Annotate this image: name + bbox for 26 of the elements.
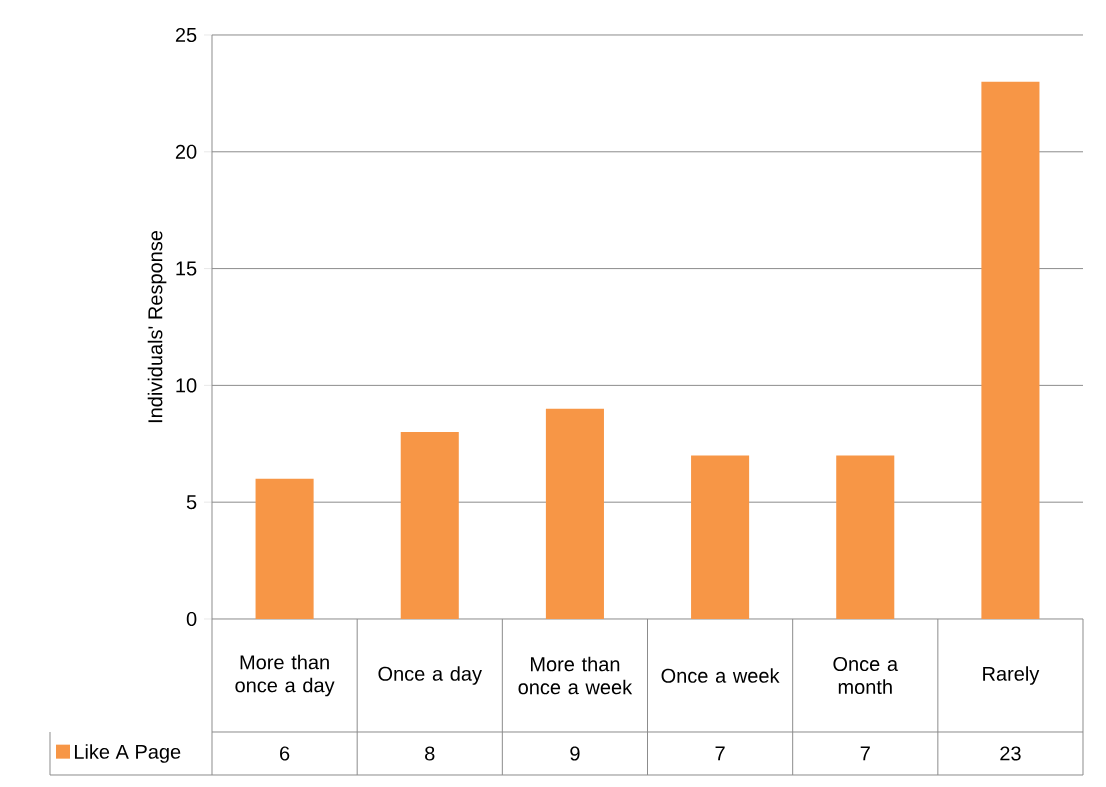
data-label: 23	[1000, 746, 1021, 761]
data-label: 7	[715, 746, 725, 761]
y-tick-label: 0	[186, 611, 197, 627]
y-tick-label: 5	[186, 495, 197, 510]
data-label: 8	[425, 746, 435, 761]
bar	[836, 455, 895, 619]
data-label: 6	[280, 746, 290, 761]
bar	[981, 81, 1040, 619]
data-label: 9	[570, 746, 580, 761]
y-tick-label: 20	[175, 144, 197, 159]
x-tick-label: Once a week	[661, 668, 780, 683]
y-tick-label: 25	[175, 27, 197, 43]
data-label: 7	[860, 746, 870, 761]
y-axis-title: Individuals' Response	[147, 230, 167, 423]
x-tick-label: More than once a day	[235, 654, 335, 697]
y-tick-label: 15	[176, 261, 197, 276]
legend-label: Like A Page	[74, 744, 181, 763]
bar	[400, 432, 459, 619]
x-tick-label: Once a day	[378, 666, 482, 685]
x-tick-label: Once a month	[833, 656, 899, 695]
bar	[255, 478, 314, 619]
bar	[691, 455, 750, 619]
x-tick-label: Rarely	[983, 666, 1040, 685]
x-tick-label: More than once a week	[518, 656, 633, 695]
bar	[545, 408, 604, 619]
y-tick-label: 10	[176, 378, 197, 393]
